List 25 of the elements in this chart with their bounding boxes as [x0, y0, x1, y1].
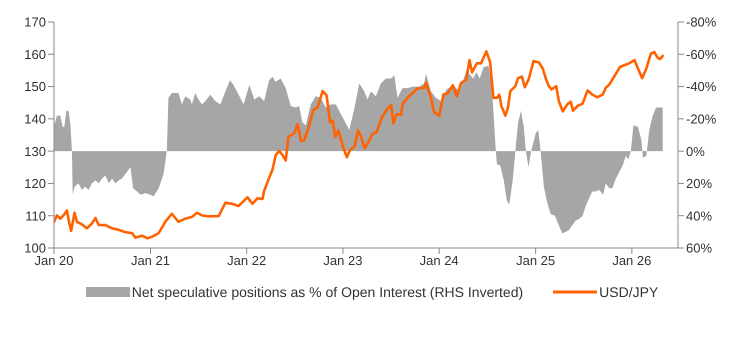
y-tick-label: 160 — [24, 46, 46, 62]
x-tick-label: Jan 23 — [323, 253, 362, 268]
y2-tick-label: 40% — [686, 208, 712, 224]
x-tick-label: Jan 22 — [227, 253, 266, 268]
y-tick-label: 110 — [25, 208, 46, 224]
x-tick-label: Jan 24 — [420, 253, 459, 268]
y2-tick-label: 60% — [686, 240, 712, 256]
y2-tick-label: 0% — [686, 144, 706, 159]
x-tick-label: Jan 21 — [130, 253, 170, 268]
legend-label: Net speculative positions as % of Open Interest (RHS Inverted) — [132, 284, 524, 300]
y2-tick-label: -20% — [686, 111, 717, 126]
y-tick-label: 170 — [24, 14, 46, 30]
legend-label: USD/JPY — [599, 284, 658, 300]
y-tick-label: 140 — [24, 111, 46, 126]
y-tick-label: 130 — [24, 144, 46, 159]
x-tick-label: Jan 20 — [34, 253, 74, 268]
y-tick-label: 100 — [24, 240, 46, 256]
y2-tick-label: -60% — [686, 46, 717, 62]
x-tick-label: Jan 25 — [516, 253, 556, 268]
y2-tick-label: -40% — [686, 79, 717, 94]
y2-tick-label: -80% — [686, 14, 717, 30]
y-tick-label: 120 — [24, 176, 46, 192]
y-tick-label: 150 — [24, 79, 46, 94]
y2-tick-label: 20% — [686, 176, 712, 192]
x-tick-label: Jan 26 — [612, 253, 652, 268]
